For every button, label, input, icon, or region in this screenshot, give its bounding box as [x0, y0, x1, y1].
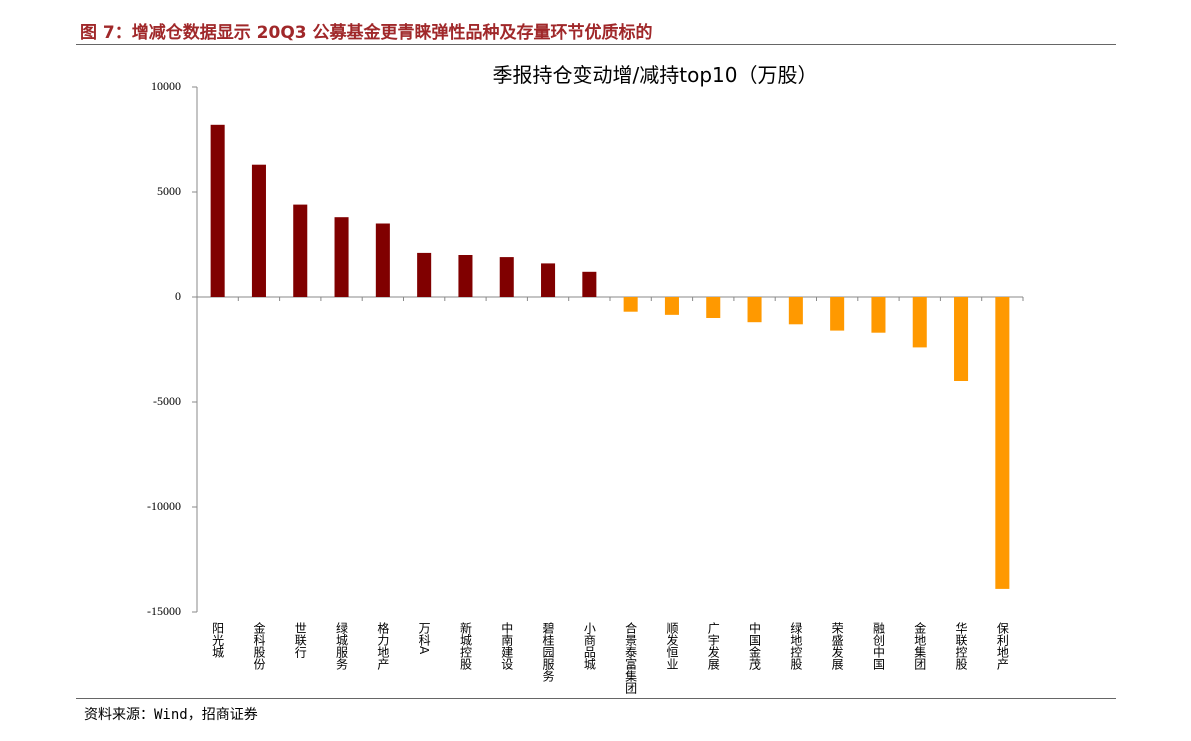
bar — [623, 297, 638, 312]
bar — [293, 204, 308, 297]
x-tick-label: 新城控股 — [458, 621, 472, 671]
bar — [664, 297, 679, 315]
bar — [995, 297, 1010, 589]
y-tick-label: -5000 — [153, 394, 181, 408]
x-tick-label: 碧桂园服务 — [541, 622, 555, 682]
x-tick-label: 中国金茂 — [748, 621, 762, 670]
bar — [788, 297, 803, 325]
x-tick-label: 荣盛发展 — [830, 622, 844, 670]
bar — [375, 223, 390, 297]
x-tick-label: 世联行 — [293, 622, 307, 658]
x-tick-label: 中南建设 — [500, 621, 514, 671]
x-tick-label: 万科A — [417, 622, 431, 655]
bar — [210, 124, 225, 297]
bar — [541, 263, 556, 297]
x-tick-label: 格力地产 — [376, 621, 390, 671]
bar — [871, 297, 886, 333]
y-tick-label: 5000 — [157, 184, 181, 198]
y-tick-label: 0 — [175, 289, 181, 303]
y-tick-label: -10000 — [147, 499, 181, 513]
bar — [706, 297, 721, 318]
x-tick-label: 金地集团 — [913, 621, 927, 671]
bar — [912, 297, 927, 348]
x-tick-label: 融创中国 — [871, 622, 885, 670]
footer-rule — [76, 698, 1116, 699]
y-tick-label: -15000 — [147, 604, 181, 618]
bar — [747, 297, 762, 323]
x-tick-label: 金科股份 — [252, 621, 266, 670]
x-tick-label: 保利地产 — [995, 622, 1009, 671]
x-tick-label: 华联控股 — [954, 622, 968, 671]
x-tick-label: 阳光城 — [211, 622, 225, 659]
bar — [417, 252, 432, 297]
bar — [251, 164, 266, 297]
x-tick-label: 广宇发展 — [706, 622, 720, 670]
bar — [954, 297, 969, 381]
bar — [458, 255, 473, 297]
source-note: 资料来源：Wind，招商证券 — [84, 707, 258, 723]
header-rule — [76, 44, 1116, 45]
y-tick-label: 10000 — [151, 79, 181, 93]
bar — [499, 257, 514, 297]
chart-title: 季报持仓变动增/减持top10（万股） — [493, 63, 818, 87]
x-tick-label: 顺发恒业 — [665, 622, 679, 670]
figure-title: 图 7：增减仓数据显示 20Q3 公募基金更青睐弹性品种及存量环节优质标的 — [80, 23, 653, 43]
x-tick-label: 绿地控股 — [789, 621, 803, 671]
bar — [334, 217, 349, 297]
bar — [830, 297, 845, 331]
x-tick-label: 绿城服务 — [335, 621, 349, 670]
bar — [582, 271, 597, 297]
x-tick-label: 合景泰富集团 — [624, 621, 638, 695]
x-tick-label: 小商品城 — [582, 622, 596, 671]
